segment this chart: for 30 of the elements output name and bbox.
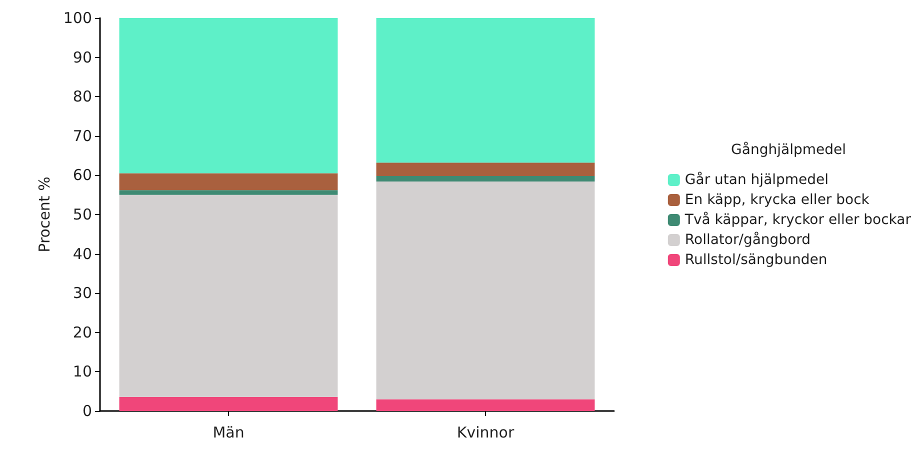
x-tick-label: Kvinnor [456,424,515,442]
legend-label: En käpp, krycka eller bock [684,192,870,208]
y-tick-label: 80 [72,88,92,106]
y-tick-label: 40 [72,244,92,263]
bar [376,181,595,400]
bar [119,173,338,190]
legend-title: Gånghjälpmedel [731,141,846,158]
y-tick-label: 50 [72,206,92,224]
y-tick-label: 0 [82,402,92,420]
x-tick-label: Män [212,424,244,442]
y-tick-label: 60 [72,166,92,184]
legend-label: Rullstol/sängbunden [684,252,828,268]
bar [376,162,595,176]
y-tick-label: 100 [63,9,92,27]
bar [376,18,595,163]
bar [376,176,595,182]
bar [119,18,338,174]
y-tick-label: 30 [72,284,92,302]
bar [376,399,595,411]
y-tick-label: 90 [72,48,92,66]
legend-label: Rollator/gångbord [684,231,811,248]
y-tick-label: 20 [72,323,92,342]
bar [119,396,338,411]
y-tick-label: 10 [72,362,92,381]
bar [119,194,338,397]
legend-label: Två käppar, kryckor eller bockar [684,211,912,228]
legend-label: Går utan hjälpmedel [684,171,829,188]
y-tick-label: 70 [72,126,92,145]
bar [119,190,338,195]
y-axis-title: Procent % [36,176,54,252]
